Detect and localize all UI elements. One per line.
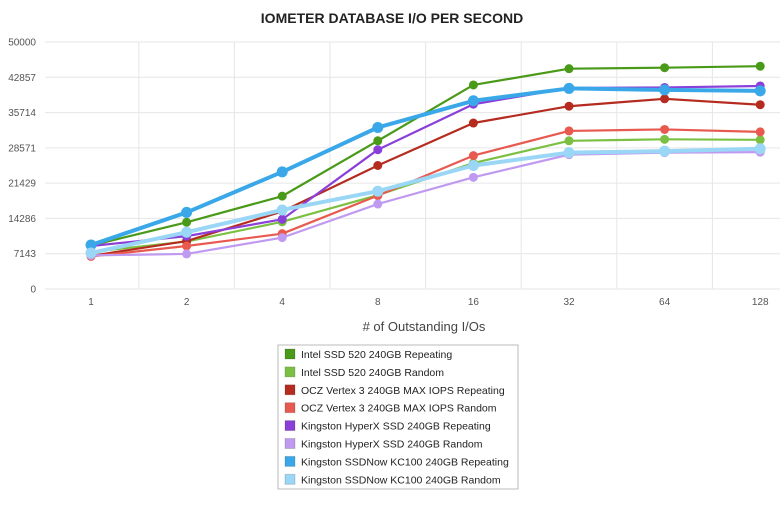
- legend-swatch: [284, 348, 296, 360]
- legend-swatch: [284, 366, 296, 378]
- data-point: [660, 94, 670, 104]
- series-line: [89, 146, 763, 255]
- data-point: [372, 121, 384, 133]
- data-point: [563, 147, 575, 159]
- data-point: [181, 206, 193, 218]
- data-point: [468, 151, 478, 161]
- data-point: [755, 61, 765, 71]
- legend-item: Kingston SSDNow KC100 240GB Random: [284, 473, 501, 486]
- legend-swatch: [284, 473, 296, 485]
- y-tick-label: 35714: [8, 108, 36, 119]
- legend-box: [277, 344, 519, 490]
- y-tick-label: 21429: [8, 179, 36, 190]
- legend-item: OCZ Vertex 3 240GB MAX IOPS Repeating: [284, 384, 505, 397]
- data-point: [276, 204, 288, 216]
- gridlines: [45, 41, 780, 290]
- data-point: [755, 100, 765, 110]
- data-point: [564, 64, 574, 74]
- legend-item: Intel SSD 520 240GB Repeating: [284, 348, 452, 361]
- series-line: [89, 86, 763, 248]
- legend-label: Intel SSD 520 240GB Repeating: [301, 349, 452, 361]
- legend-label: Intel SSD 520 240GB Random: [301, 367, 444, 379]
- data-point: [277, 233, 287, 243]
- x-axis-ticks: 1 2 4 8 16 32 64 128: [88, 297, 769, 308]
- y-tick-label: 42857: [8, 73, 36, 84]
- data-point: [755, 127, 765, 137]
- legend-swatch: [284, 384, 296, 396]
- series-line: [89, 128, 762, 258]
- data-point: [276, 166, 288, 178]
- legend-label: Kingston SSDNow KC100 240GB Repeating: [301, 456, 509, 468]
- x-tick-label: 2: [184, 297, 190, 308]
- legend-swatch: [284, 455, 296, 467]
- legend-label: Kingston SSDNow KC100 240GB Random: [301, 474, 501, 486]
- y-tick-label: 14286: [8, 214, 36, 225]
- data-point: [373, 145, 383, 155]
- legend-item: Intel SSD 520 240GB Random: [284, 366, 444, 379]
- legend-swatch: [284, 402, 296, 414]
- series-8: [85, 143, 766, 259]
- data-point: [754, 85, 766, 97]
- y-tick-label: 28571: [8, 143, 36, 154]
- series-lines: [85, 61, 766, 261]
- series-line: [89, 97, 762, 258]
- y-tick-label: 7143: [14, 249, 37, 260]
- legend-item: Kingston HyperX SSD 240GB Random: [284, 438, 483, 451]
- data-point: [467, 160, 479, 171]
- legend-item: Kingston HyperX SSD 240GB Repeating: [284, 420, 491, 433]
- x-tick-label: 4: [279, 297, 285, 308]
- x-tick-label: 32: [563, 297, 575, 308]
- y-tick-label: 0: [30, 285, 36, 296]
- legend-item: Kingston SSDNow KC100 240GB Repeating: [284, 455, 509, 468]
- x-tick-label: 16: [468, 297, 480, 308]
- data-point: [659, 145, 671, 157]
- data-point: [181, 226, 193, 238]
- data-point: [563, 82, 575, 94]
- x-tick-label: 1: [88, 297, 94, 308]
- data-point: [564, 126, 574, 136]
- legend-label: OCZ Vertex 3 240GB MAX IOPS Repeating: [301, 385, 505, 397]
- data-point: [85, 247, 97, 259]
- x-tick-label: 128: [752, 297, 769, 308]
- data-point: [373, 199, 383, 209]
- data-point: [660, 63, 670, 73]
- data-point: [372, 185, 384, 197]
- data-point: [85, 239, 97, 251]
- data-point: [754, 143, 766, 155]
- data-point: [659, 84, 671, 96]
- legend-label: Kingston HyperX SSD 240GB Random: [301, 439, 483, 451]
- y-axis-ticks: 0 7143 14286 21429 28571 35714 42857 50000: [8, 38, 36, 296]
- legend-label: OCZ Vertex 3 240GB MAX IOPS Random: [301, 403, 497, 415]
- data-point: [373, 161, 383, 170]
- data-point: [755, 135, 765, 145]
- data-point: [277, 191, 287, 201]
- legend-label: Kingston HyperX SSD 240GB Repeating: [301, 421, 491, 433]
- series-7: [85, 82, 766, 251]
- chart-title: IOMETER DATABASE I/O PER SECOND: [261, 10, 523, 26]
- legend-swatch: [284, 438, 296, 449]
- x-axis-label: # of Outstanding I/Os: [363, 319, 486, 334]
- data-point: [564, 136, 574, 146]
- x-tick-label: 64: [659, 297, 671, 308]
- series-line: [89, 84, 762, 248]
- data-point: [467, 95, 479, 107]
- legend: Intel SSD 520 240GB Repeating Intel SSD 5…: [277, 344, 519, 490]
- data-point: [182, 217, 192, 227]
- legend-item: OCZ Vertex 3 240GB MAX IOPS Random: [284, 402, 497, 415]
- legend-swatch: [284, 420, 296, 432]
- data-point: [182, 241, 192, 251]
- data-point: [468, 172, 478, 182]
- data-point: [277, 214, 287, 224]
- data-point: [660, 134, 670, 144]
- x-tick-label: 8: [375, 297, 381, 308]
- data-point: [564, 101, 574, 111]
- data-point: [468, 80, 478, 90]
- data-point: [468, 118, 478, 128]
- data-point: [182, 249, 192, 259]
- data-point: [660, 124, 670, 134]
- data-point: [373, 136, 383, 146]
- y-tick-label: 50000: [8, 38, 36, 49]
